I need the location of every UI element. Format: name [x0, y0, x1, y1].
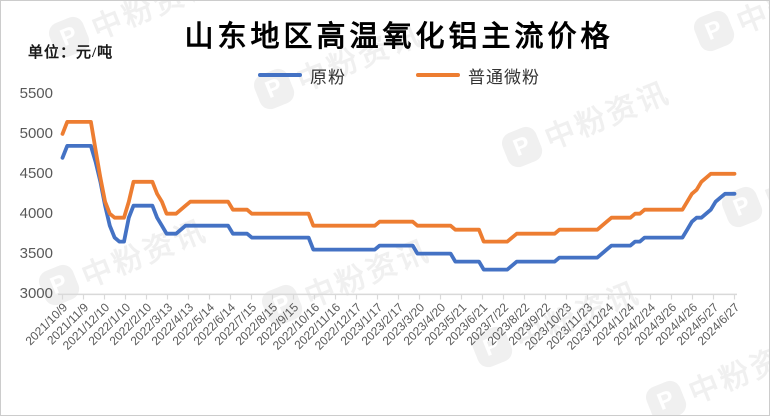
legend-marker-raw-powder [258, 72, 302, 78]
legend-label-fine-powder: 普通微粉 [468, 67, 540, 87]
legend-marker-fine-powder [416, 72, 460, 78]
series-line-普通微粉 [60, 120, 737, 244]
legend: 原粉 普通微粉 [61, 63, 737, 88]
unit-label: 单位：元/吨 [28, 45, 114, 61]
legend-item-fine-powder: 普通微粉 [416, 63, 540, 88]
legend-item-raw-powder: 原粉 [258, 63, 346, 88]
y-tick-label: 4000 [19, 204, 53, 222]
y-tick-label: 5000 [19, 124, 53, 142]
y-tick-label: 3500 [19, 244, 53, 262]
chart-title: 山东地区高温氧化铝主流价格 [184, 21, 614, 53]
y-tick-label: 4500 [19, 164, 53, 182]
series-line-原粉 [60, 143, 737, 272]
y-tick-label: 3000 [19, 284, 53, 302]
y-tick-label: 5500 [19, 85, 53, 102]
legend-label-raw-powder: 原粉 [310, 67, 346, 87]
